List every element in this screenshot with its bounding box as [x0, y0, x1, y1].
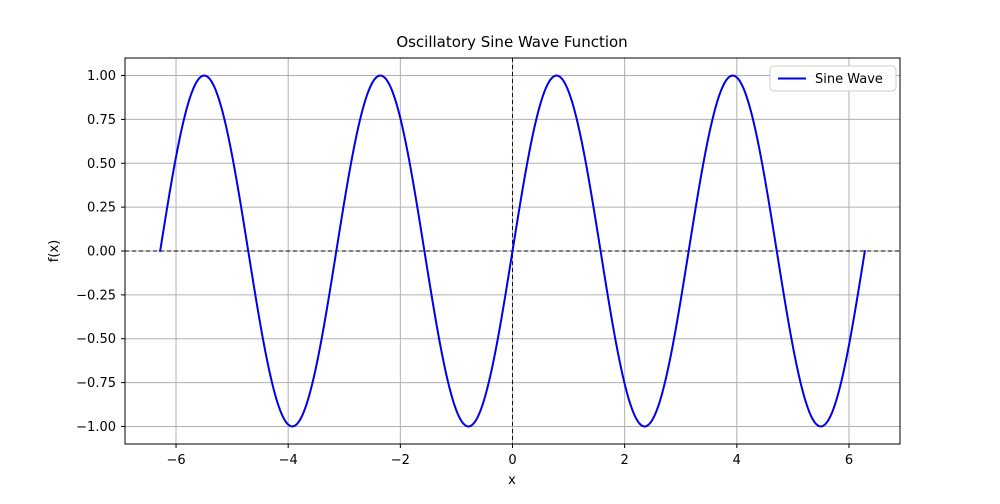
x-tick-label: 2 — [621, 453, 629, 468]
y-tick-label: 0.75 — [87, 113, 116, 128]
legend-label: Sine Wave — [815, 72, 883, 87]
x-tick-label: 0 — [508, 453, 516, 468]
plot-area: −6 −4 −2 0 2 4 6 −1.00 −0.75 −0.50 −0.25 0.00 0.25 0.… — [76, 57, 901, 468]
legend-box — [769, 65, 897, 92]
x-tick-label: 6 — [845, 453, 853, 468]
x-tick-label: −6 — [166, 453, 185, 468]
x-tick-label: 4 — [733, 453, 741, 468]
y-tick-label: −1.00 — [76, 420, 116, 435]
y-tick-label: 0.25 — [87, 201, 116, 216]
x-tick-label: −4 — [279, 453, 298, 468]
chart-title: Oscillatory Sine Wave Function — [396, 33, 627, 51]
y-axis-label: f(x) — [47, 240, 62, 262]
y-tick-label: 0.00 — [87, 245, 116, 260]
y-tick-label: −0.50 — [76, 332, 116, 347]
y-tick-label: −0.25 — [76, 288, 116, 303]
legend: Sine Wave — [769, 65, 897, 92]
y-tick-label: 1.00 — [87, 69, 116, 84]
y-tick-label: −0.75 — [76, 376, 116, 391]
sine-wave-curve — [159, 74, 866, 428]
x-tick-label: −2 — [391, 453, 410, 468]
x-axis-label: x — [508, 473, 516, 488]
y-tick-label: 0.50 — [87, 157, 116, 172]
